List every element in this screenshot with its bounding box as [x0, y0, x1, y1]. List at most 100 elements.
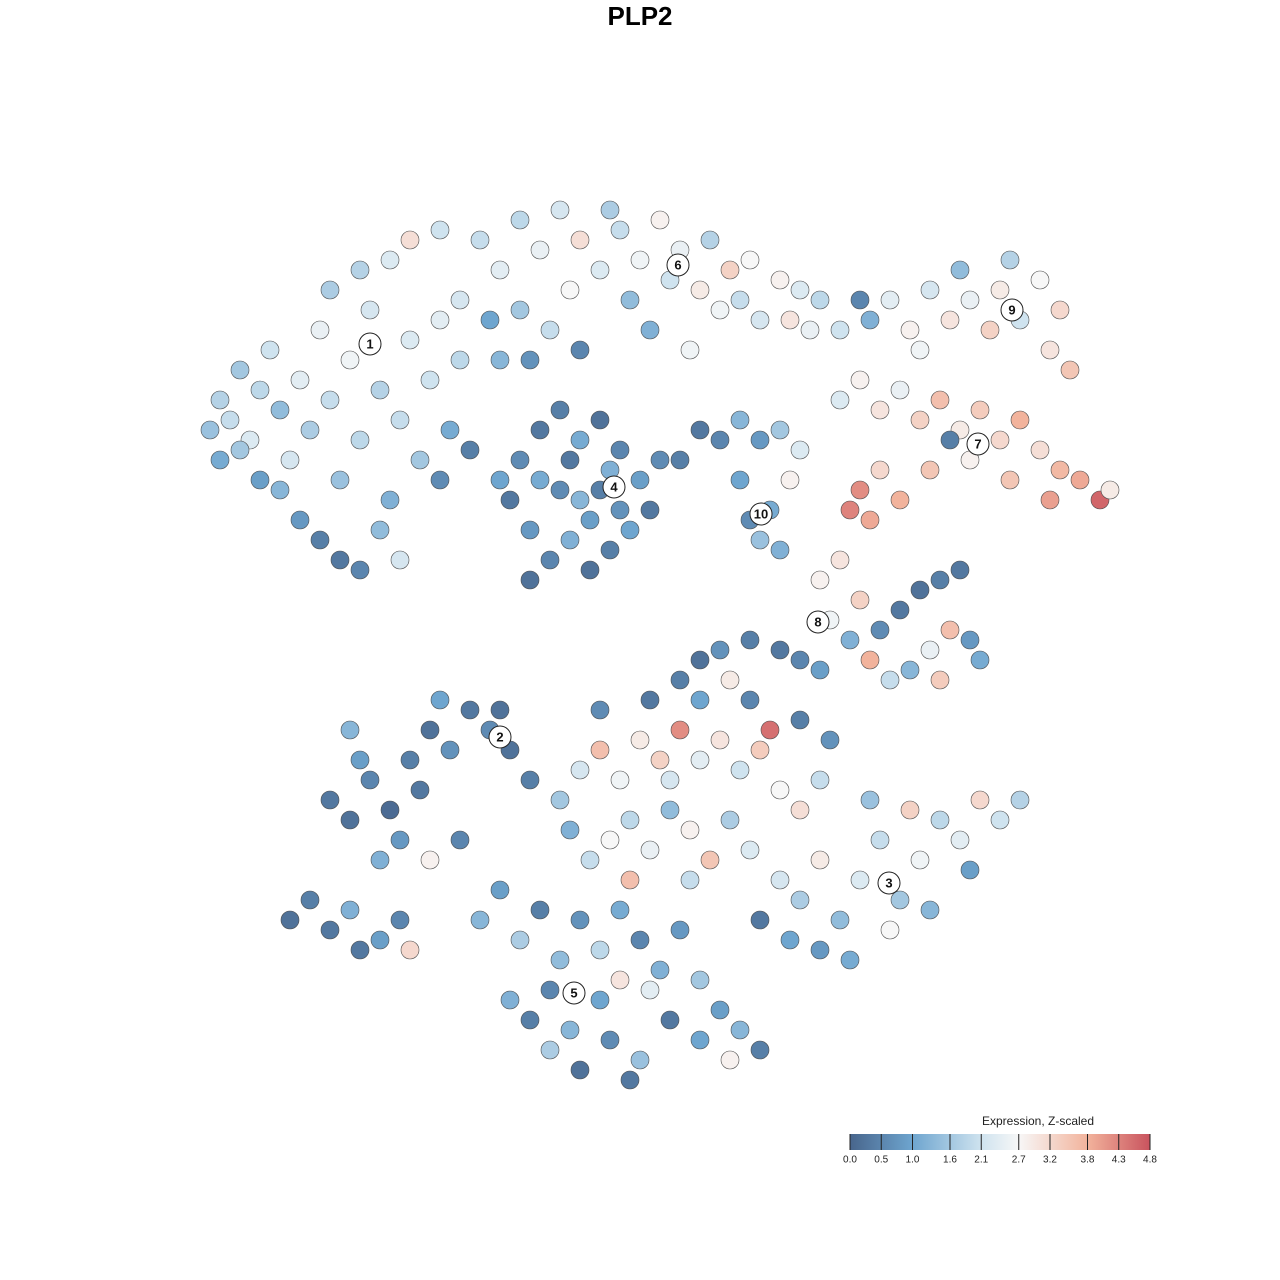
point	[350, 260, 370, 280]
point	[310, 320, 330, 340]
point	[810, 570, 830, 590]
point	[340, 720, 360, 740]
point	[940, 620, 960, 640]
cluster-label-badge	[966, 432, 990, 456]
point	[880, 670, 900, 690]
point	[740, 840, 760, 860]
point	[720, 260, 740, 280]
point	[900, 800, 920, 820]
point	[750, 530, 770, 550]
point	[810, 290, 830, 310]
point	[510, 930, 530, 950]
colorbar-tick-label: 3.2	[1043, 1155, 1057, 1166]
point	[850, 480, 870, 500]
point	[560, 450, 580, 470]
point	[490, 350, 510, 370]
point	[250, 470, 270, 490]
point	[610, 970, 630, 990]
point	[650, 210, 670, 230]
point	[920, 640, 940, 660]
point	[550, 200, 570, 220]
point	[430, 470, 450, 490]
point	[700, 850, 720, 870]
point	[550, 480, 570, 500]
point	[550, 950, 570, 970]
colorbar-title: Expression, Z-scaled	[982, 1114, 1094, 1128]
point	[900, 320, 920, 340]
point	[570, 1060, 590, 1080]
point	[680, 820, 700, 840]
point	[350, 750, 370, 770]
point	[340, 900, 360, 920]
point	[320, 280, 340, 300]
point	[750, 740, 770, 760]
point	[910, 340, 930, 360]
point	[220, 410, 240, 430]
point	[990, 280, 1010, 300]
point	[340, 810, 360, 830]
point	[680, 340, 700, 360]
point	[200, 420, 220, 440]
point	[750, 910, 770, 930]
point	[390, 910, 410, 930]
point	[790, 800, 810, 820]
point	[570, 230, 590, 250]
point	[580, 510, 600, 530]
point	[860, 790, 880, 810]
point	[330, 470, 350, 490]
point	[970, 790, 990, 810]
point	[490, 470, 510, 490]
point	[660, 1010, 680, 1030]
point	[370, 850, 390, 870]
point	[870, 460, 890, 480]
point	[640, 500, 660, 520]
point	[720, 1050, 740, 1070]
point	[970, 650, 990, 670]
point	[930, 390, 950, 410]
point	[380, 800, 400, 820]
point	[990, 430, 1010, 450]
point	[710, 640, 730, 660]
point	[1050, 460, 1070, 480]
point	[420, 850, 440, 870]
point	[230, 360, 250, 380]
point	[520, 350, 540, 370]
point	[800, 320, 820, 340]
point	[750, 1040, 770, 1060]
point	[720, 670, 740, 690]
point	[210, 390, 230, 410]
point	[590, 700, 610, 720]
point	[630, 470, 650, 490]
colorbar: Expression, Z-scaled 0.0 0.5 1.0 1.6 2.1 2.7 3…	[843, 1114, 1157, 1165]
point	[420, 370, 440, 390]
colorbar-tick-label: 2.1	[974, 1155, 988, 1166]
point	[520, 570, 540, 590]
point	[450, 830, 470, 850]
point	[410, 780, 430, 800]
point	[400, 230, 420, 250]
point	[510, 300, 530, 320]
point	[770, 420, 790, 440]
point	[550, 400, 570, 420]
point	[590, 410, 610, 430]
point	[920, 460, 940, 480]
point	[500, 990, 520, 1010]
point	[300, 420, 320, 440]
point	[510, 450, 530, 470]
point	[640, 980, 660, 1000]
point	[540, 1040, 560, 1060]
point	[740, 630, 760, 650]
colorbar-tick-label: 2.7	[1012, 1155, 1026, 1166]
point	[430, 690, 450, 710]
point	[770, 870, 790, 890]
point	[620, 520, 640, 540]
point	[860, 310, 880, 330]
point	[710, 430, 730, 450]
point	[530, 240, 550, 260]
cluster-label: 5	[570, 985, 577, 1000]
point	[650, 450, 670, 470]
point	[1050, 300, 1070, 320]
point	[320, 790, 340, 810]
point	[530, 470, 550, 490]
